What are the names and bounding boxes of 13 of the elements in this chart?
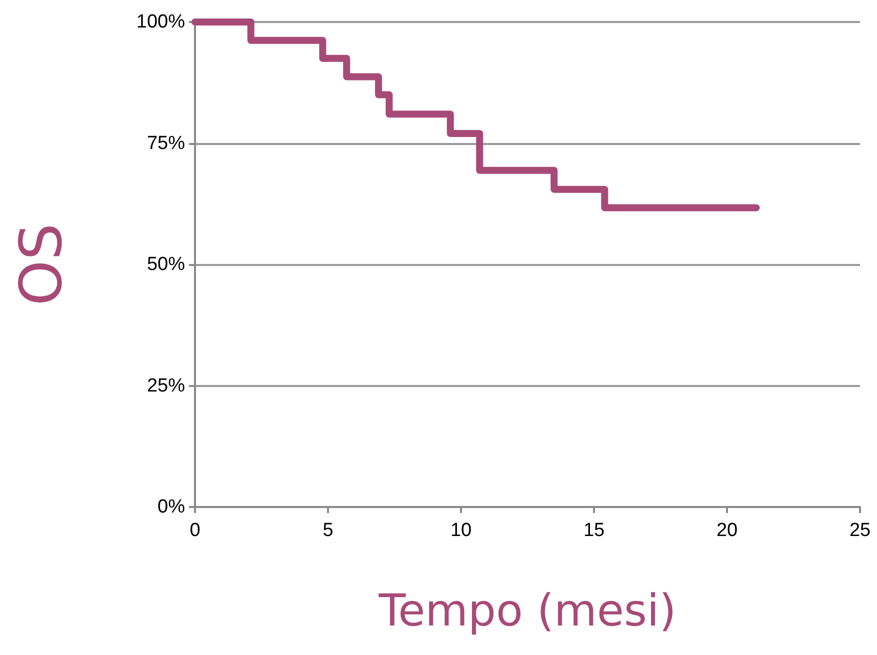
x-tick-label: 25 bbox=[849, 520, 871, 541]
x-tick-label: 0 bbox=[190, 520, 200, 541]
x-tick-label: 15 bbox=[583, 520, 605, 541]
y-axis-title: OS bbox=[7, 223, 75, 306]
x-tick-label: 10 bbox=[450, 520, 472, 541]
y-tick-label: 50% bbox=[146, 254, 186, 275]
y-tick-label: 25% bbox=[146, 375, 186, 396]
x-tick-label: 5 bbox=[322, 520, 334, 541]
y-tick-label: 0% bbox=[158, 496, 186, 518]
x-tick-label: 20 bbox=[716, 520, 738, 541]
x-axis-title: Tempo (mesi) bbox=[378, 586, 676, 636]
y-tick-label: 75% bbox=[146, 132, 186, 154]
y-tick-label: 100% bbox=[136, 12, 186, 32]
